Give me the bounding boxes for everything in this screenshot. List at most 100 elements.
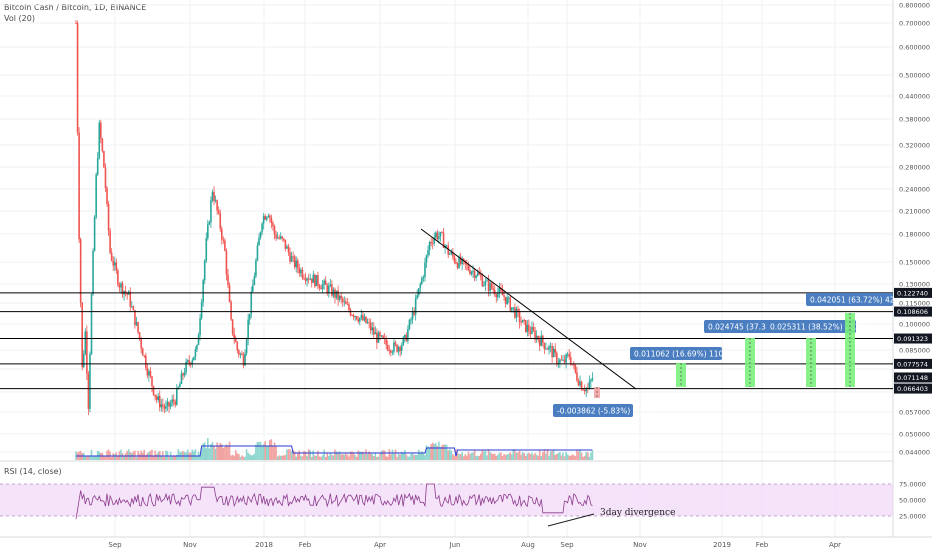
candle-body xyxy=(590,379,592,382)
candle-body xyxy=(543,342,546,350)
candle-body xyxy=(310,278,313,283)
volume-bar xyxy=(144,455,147,460)
volume-bar xyxy=(236,453,239,460)
candle-body xyxy=(177,387,180,389)
volume-bar xyxy=(379,453,381,460)
volume-bar xyxy=(230,455,232,460)
candle-body xyxy=(476,272,479,276)
volume-bar xyxy=(393,453,395,460)
volume-bar xyxy=(267,446,270,460)
volume-bar xyxy=(546,449,549,460)
volume-bar xyxy=(503,453,505,460)
candle-body xyxy=(566,354,569,355)
level-price-label: 0.066403 xyxy=(897,385,928,393)
candle-body xyxy=(230,302,232,320)
level-price-tag xyxy=(894,358,932,369)
volume-bar xyxy=(523,453,526,460)
candle-body xyxy=(216,200,218,211)
range-label-box xyxy=(553,404,633,417)
volume-bar xyxy=(292,449,294,460)
candle-body xyxy=(490,283,493,289)
grid xyxy=(0,0,932,538)
volume-bar xyxy=(79,450,82,460)
volume-bar xyxy=(492,454,494,460)
drawings[interactable]: -0.003862 (-5.83%) -3862 0.011062 (16.69%… xyxy=(420,228,909,417)
divergence-line xyxy=(547,513,595,527)
candle-body xyxy=(517,308,519,313)
candle-body xyxy=(115,262,118,271)
candle-body xyxy=(585,388,588,392)
horizontal-levels[interactable] xyxy=(0,292,893,390)
volume-bar xyxy=(103,455,105,460)
candle-body xyxy=(174,401,177,405)
volume-bar xyxy=(264,441,267,460)
candle-body xyxy=(110,252,113,261)
candle-body xyxy=(117,270,119,285)
volume-bar xyxy=(309,450,311,460)
candle-body xyxy=(279,236,282,239)
candle-body xyxy=(256,245,259,261)
descending-trendline xyxy=(420,228,637,390)
candle-body xyxy=(185,361,187,373)
candle-body xyxy=(518,312,521,323)
candle-body xyxy=(275,234,277,239)
candle-body xyxy=(202,280,204,303)
time-tick-label: Feb xyxy=(299,541,312,549)
volume-bar xyxy=(329,453,332,460)
volume-bar xyxy=(160,455,163,460)
candle-body xyxy=(507,297,510,299)
level-price-tag xyxy=(894,333,932,344)
candle-body xyxy=(555,352,558,364)
candle-body xyxy=(430,241,432,244)
volume-bar xyxy=(435,443,437,460)
time-tick-label: 2019 xyxy=(713,541,731,549)
volume-bar xyxy=(92,455,94,460)
volume-bar xyxy=(227,446,229,460)
price-tick-label: 0.150000 xyxy=(899,259,930,267)
range-label: 0.011062 (16.69%) 11062 xyxy=(634,350,733,359)
candles[interactable] xyxy=(75,20,594,416)
time-tick-label: 2018 xyxy=(255,541,273,549)
volume-bar xyxy=(515,452,518,460)
candle-body xyxy=(400,345,403,351)
time-tick-label: Nov xyxy=(633,541,647,549)
volume-bar xyxy=(548,455,550,460)
volume-bar xyxy=(490,453,493,460)
candle-body xyxy=(307,278,310,280)
candle-body xyxy=(433,237,436,244)
candle-body xyxy=(394,342,397,345)
level-price-tag xyxy=(894,287,932,298)
candle-body xyxy=(191,360,194,365)
volume-bar xyxy=(512,449,515,460)
price-tick-label: 0.130000 xyxy=(899,281,930,289)
volume-bar xyxy=(84,456,87,460)
candle-body xyxy=(286,246,288,249)
volume-bar xyxy=(588,456,591,460)
candle-body xyxy=(391,351,394,353)
candle-body xyxy=(371,327,374,331)
candle-body xyxy=(428,241,431,251)
candle-body xyxy=(135,321,138,326)
volume-bar xyxy=(524,456,527,460)
volume-bar xyxy=(359,451,361,460)
candle-body xyxy=(497,292,499,298)
candle-body xyxy=(154,394,156,397)
volume-bar xyxy=(532,454,535,460)
volume-bar xyxy=(123,456,125,460)
volume-bar xyxy=(386,456,389,460)
candle-body xyxy=(79,239,82,303)
candle-body xyxy=(157,396,159,400)
candle-body xyxy=(368,322,370,324)
volume-bar xyxy=(424,455,426,460)
volume-bar xyxy=(113,454,116,460)
volume-bar xyxy=(172,455,175,460)
rsi-tick-label: 75.0000 xyxy=(899,481,926,489)
candle-body xyxy=(289,252,291,262)
volume-bar xyxy=(335,451,338,460)
volume-bar xyxy=(439,446,442,460)
volume-bar xyxy=(400,451,403,460)
candle-body xyxy=(487,280,490,292)
candle-body xyxy=(492,288,494,290)
volume-bar xyxy=(320,456,322,460)
